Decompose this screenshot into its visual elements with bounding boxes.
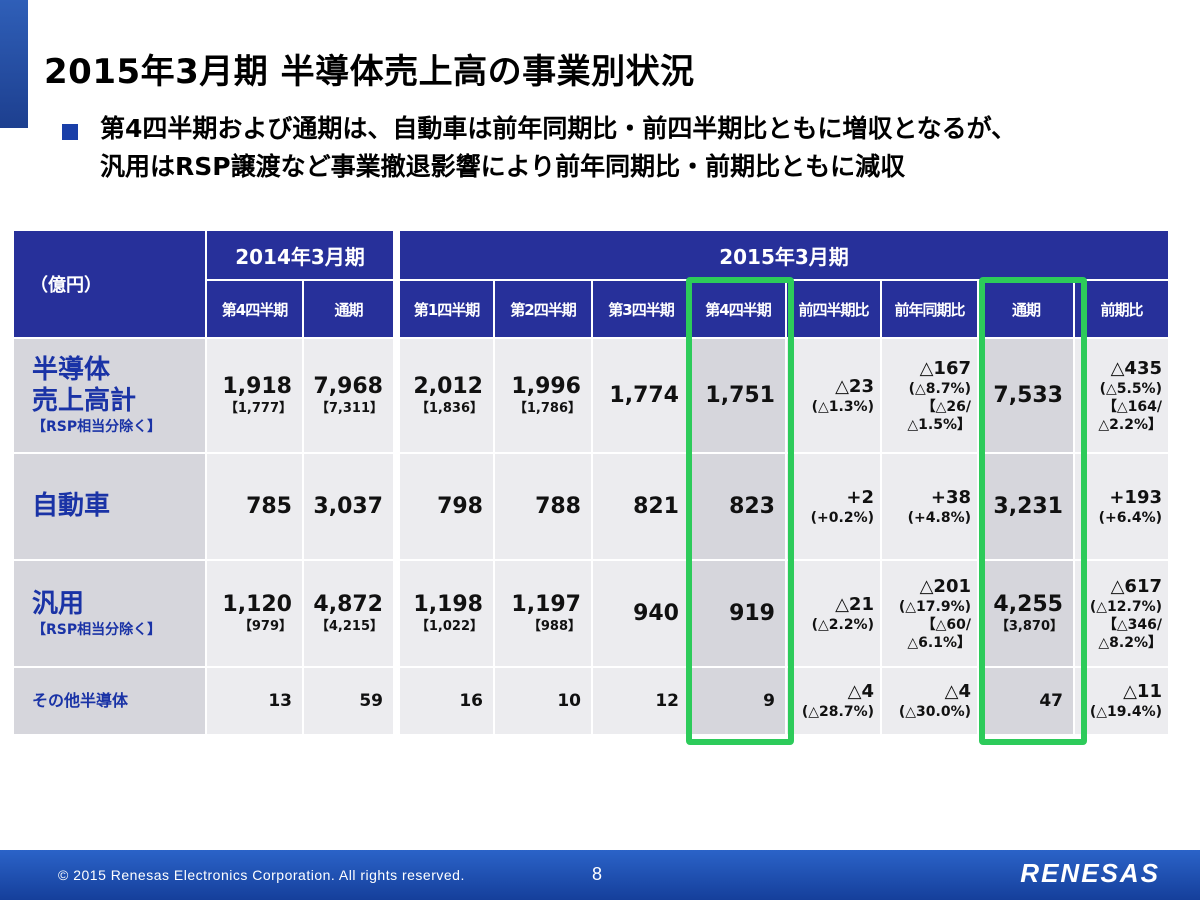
- col-header-q2: 第2四半期: [495, 281, 593, 339]
- fy2014-header: 2014年3月期: [207, 231, 400, 281]
- cell-yoy: △4 (△30.0%): [882, 668, 979, 736]
- cell-qoq: △4 (△28.7%): [787, 668, 882, 736]
- highlight-box-fy: [979, 277, 1087, 745]
- cell-fy-change: +193 (+6.4%): [1075, 454, 1170, 561]
- row-label-general: 汎用 【RSP相当分除く】: [14, 561, 207, 668]
- cell-fy: 3,231: [979, 454, 1075, 561]
- col-header-fy-change: 前期比: [1075, 281, 1170, 339]
- table-row-other: その他半導体 13 59 16 10 12 9 △4 (△28.7%) △4 (△3…: [14, 668, 1170, 736]
- cell-fy-change: △11 (△19.4%): [1075, 668, 1170, 736]
- col-header-q3: 第3四半期: [593, 281, 691, 339]
- cell-q3: 940: [593, 561, 691, 668]
- cell-q2: 1,197 【988】: [495, 561, 593, 668]
- table-row-semiconductor-total: 半導体 売上高計 【RSP相当分除く】 1,918 【1,777】 7,968 【7…: [14, 339, 1170, 454]
- table-row-automotive: 自動車 785 3,037 798 788 821 823 +2 (+0.2%) …: [14, 454, 1170, 561]
- summary-line-2: 汎用はRSP譲渡など事業撤退影響により前年同期比・前期比ともに減収: [100, 152, 906, 181]
- cell-q1: 16: [400, 668, 495, 736]
- highlight-box-q4: [686, 277, 794, 745]
- col-header-q1: 第1四半期: [400, 281, 495, 339]
- page-number: 8: [592, 864, 603, 884]
- col-header-q4-2014: 第4四半期: [207, 281, 304, 339]
- cell-yoy: △201 (△17.9%) 【△60/△6.1%】: [882, 561, 979, 668]
- cell-q1: 1,198 【1,022】: [400, 561, 495, 668]
- cell-fy: 7,533: [979, 339, 1075, 454]
- cell-q2: 1,996 【1,786】: [495, 339, 593, 454]
- corner-accent-bar: [0, 0, 28, 128]
- cell-q4-2014: 13: [207, 668, 304, 736]
- summary-line-1: 第4四半期および通期は、自動車は前年同期比・前四半期比ともに増収となるが、: [100, 114, 1017, 143]
- cell-yoy: △167 (△8.7%) 【△26/△1.5%】: [882, 339, 979, 454]
- unit-label: （億円）: [14, 231, 207, 339]
- row-label-semiconductor: 半導体 売上高計 【RSP相当分除く】: [14, 339, 207, 454]
- cell-q4-2014: 1,918 【1,777】: [207, 339, 304, 454]
- cell-qoq: △23 (△1.3%): [787, 339, 882, 454]
- cell-fy-2014: 7,968 【7,311】: [304, 339, 400, 454]
- cell-q4: 9: [691, 668, 787, 736]
- cell-yoy: +38 (+4.8%): [882, 454, 979, 561]
- row-label-other: その他半導体: [14, 668, 207, 736]
- cell-q4: 1,751: [691, 339, 787, 454]
- cell-q4-2014: 785: [207, 454, 304, 561]
- cell-fy-change: △617 (△12.7%) 【△346/△8.2%】: [1075, 561, 1170, 668]
- cell-qoq: △21 (△2.2%): [787, 561, 882, 668]
- footer-bar: © 2015 Renesas Electronics Corporation. …: [0, 850, 1200, 900]
- summary-bullet: 第4四半期および通期は、自動車は前年同期比・前四半期比ともに増収となるが、 汎用…: [100, 110, 1016, 186]
- cell-q3: 821: [593, 454, 691, 561]
- cell-fy: 47: [979, 668, 1075, 736]
- cell-fy-change: △435 (△5.5%) 【△164/△2.2%】: [1075, 339, 1170, 454]
- cell-q4-2014: 1,120 【979】: [207, 561, 304, 668]
- copyright-text: © 2015 Renesas Electronics Corporation. …: [58, 867, 465, 883]
- cell-q1: 798: [400, 454, 495, 561]
- cell-q2: 788: [495, 454, 593, 561]
- cell-q2: 10: [495, 668, 593, 736]
- bullet-square-icon: [62, 124, 78, 140]
- cell-fy-2014: 3,037: [304, 454, 400, 561]
- col-header-fy: 通期: [979, 281, 1075, 339]
- col-header-yoy: 前年同期比: [882, 281, 979, 339]
- renesas-logo: RENESAS: [1020, 858, 1160, 888]
- table-row-general: 汎用 【RSP相当分除く】 1,120 【979】 4,872 【4,215】 1,…: [14, 561, 1170, 668]
- cell-fy-2014: 59: [304, 668, 400, 736]
- cell-fy: 4,255 【3,870】: [979, 561, 1075, 668]
- header-row-years: （億円） 2014年3月期 2015年3月期: [14, 231, 1170, 339]
- row-label-automotive: 自動車: [14, 454, 207, 561]
- page-title: 2015年3月期 半導体売上高の事業別状況: [44, 52, 695, 92]
- col-header-qoq: 前四半期比: [787, 281, 882, 339]
- cell-q3: 12: [593, 668, 691, 736]
- header-row-columns: 第4四半期 通期 第1四半期 第2四半期 第3四半期 第4四半期 前四半期比 前…: [14, 281, 1170, 339]
- sales-table: （億円） 2014年3月期 2015年3月期 第4四半期 通期 第1四半期 第2…: [14, 231, 1170, 736]
- cell-q4: 919: [691, 561, 787, 668]
- cell-q1: 2,012 【1,836】: [400, 339, 495, 454]
- cell-q3: 1,774: [593, 339, 691, 454]
- cell-qoq: +2 (+0.2%): [787, 454, 882, 561]
- cell-fy-2014: 4,872 【4,215】: [304, 561, 400, 668]
- col-header-fy-2014: 通期: [304, 281, 400, 339]
- cell-q4: 823: [691, 454, 787, 561]
- col-header-q4: 第4四半期: [691, 281, 787, 339]
- fy2015-header: 2015年3月期: [400, 231, 1170, 281]
